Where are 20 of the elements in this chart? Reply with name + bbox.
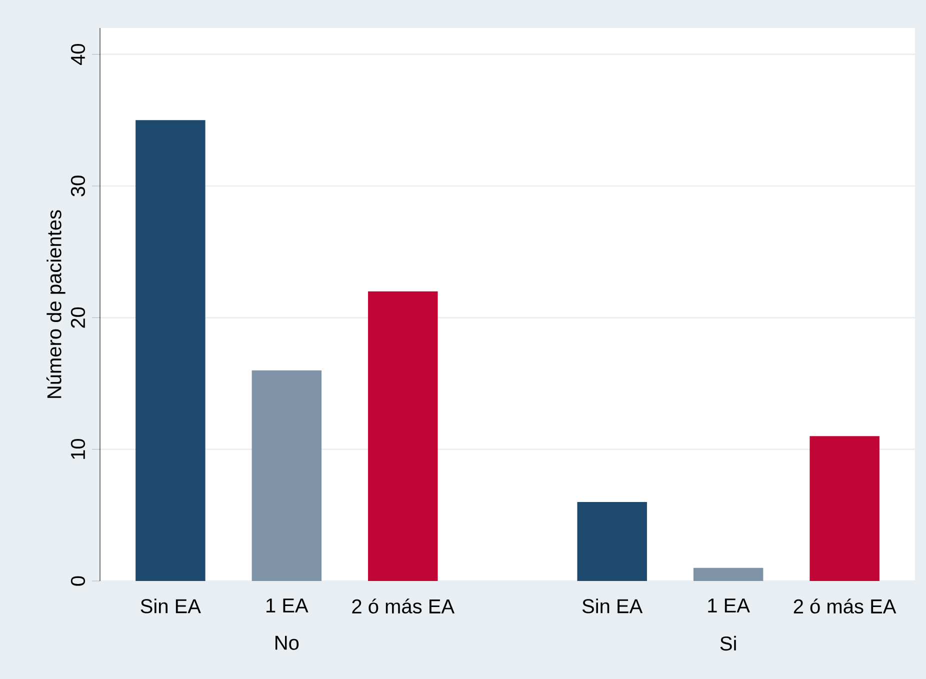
text: Sin EA — [582, 598, 643, 614]
bar — [136, 120, 206, 581]
bar — [368, 291, 438, 581]
y-tick-label: 40 — [70, 44, 86, 65]
y-tick-label: 10 — [70, 439, 86, 459]
y-tick-label: 30 — [70, 176, 86, 196]
x-tick-label: No — [276, 636, 299, 650]
series-label: 1 EA — [266, 598, 308, 612]
bar — [577, 502, 647, 581]
bar — [693, 568, 764, 581]
series-label: Sin EA — [140, 598, 201, 614]
text: 1 EA — [708, 598, 750, 612]
text: 2 ó más EA — [794, 598, 896, 614]
bar — [252, 370, 322, 581]
x-tick-label: Si — [720, 636, 736, 651]
y-tick-label: 0 — [70, 576, 86, 586]
bar — [810, 436, 880, 581]
y-tick-label: 20 — [70, 307, 86, 328]
series-label: 2 ó más EA — [352, 598, 455, 614]
y-axis-title: Número de pacientes — [46, 210, 66, 398]
